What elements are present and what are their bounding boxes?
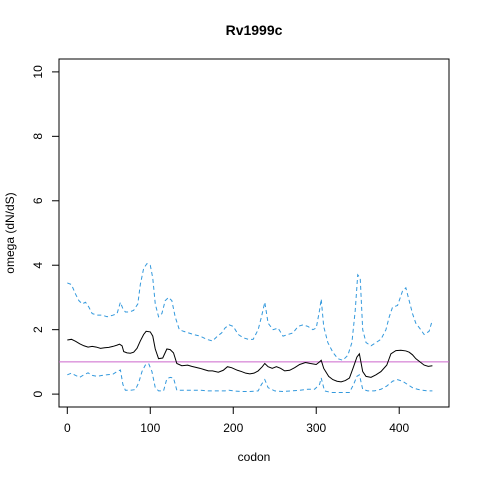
y-tick-label: 4 (31, 262, 45, 269)
series-group (67, 262, 433, 393)
series-lower-bound (67, 362, 433, 393)
chart-title: Rv1999c (226, 22, 283, 38)
x-tick-label: 200 (223, 421, 243, 435)
x-tick-label: 0 (64, 421, 71, 435)
x-axis-label: codon (238, 450, 271, 464)
y-tick-label: 0 (31, 390, 45, 397)
y-axis-label: omega (dN/dS) (3, 192, 17, 273)
x-tick-label: 100 (140, 421, 160, 435)
series-estimate (67, 330, 433, 383)
y-tick-label: 6 (31, 197, 45, 204)
y-tick-label: 8 (31, 133, 45, 140)
y-tick-label: 2 (31, 326, 45, 333)
y-axis: 0 2 4 6 8 10 (31, 65, 60, 397)
x-tick-label: 400 (389, 421, 409, 435)
series-upper-bound (67, 262, 433, 361)
y-tick-label: 10 (31, 65, 45, 79)
x-tick-label: 300 (306, 421, 326, 435)
x-axis: 0 100 200 300 400 (64, 406, 410, 435)
